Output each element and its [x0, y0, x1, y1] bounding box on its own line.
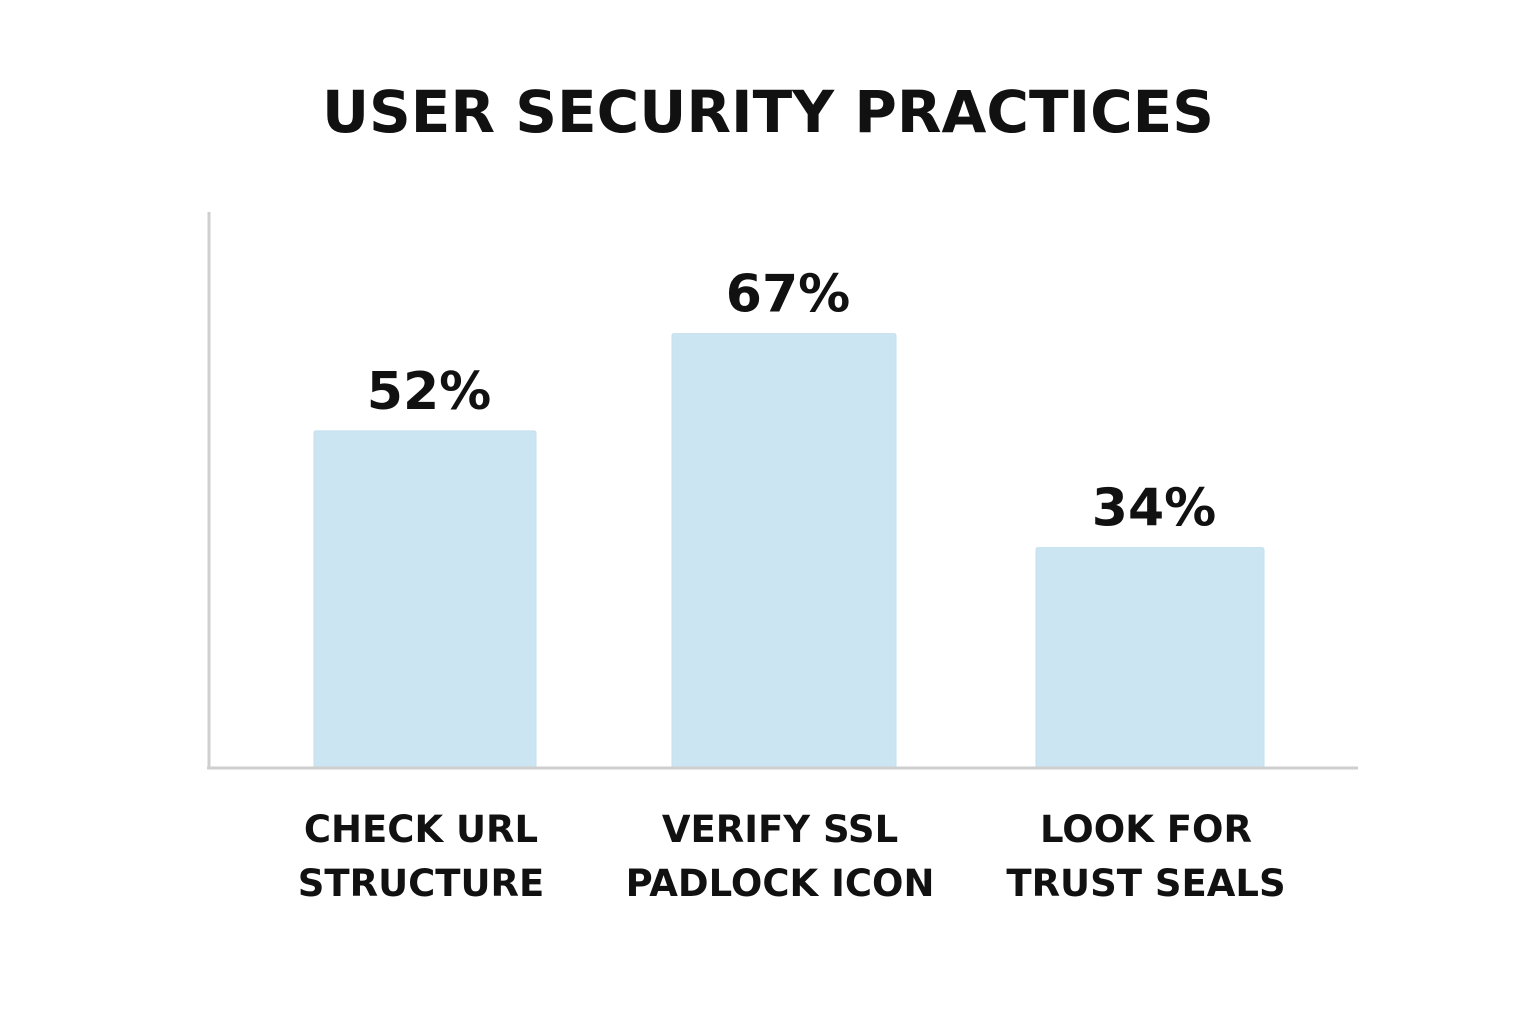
value-label-2: 67%	[726, 265, 850, 325]
value-label-1: 52%	[367, 362, 491, 422]
category-label-3-line-1: LOOK FOR	[1040, 808, 1252, 851]
labels-group: 52% CHECK URL STRUCTURE 67% VERIFY SSL PADLOC…	[298, 265, 1286, 905]
bars-group	[313, 333, 1265, 769]
category-label-3-line-2: TRUST SEALS	[1006, 862, 1285, 905]
bar-1	[313, 430, 537, 769]
bar-3	[1035, 547, 1265, 769]
chart-title: USER SECURITY PRACTICES	[322, 78, 1214, 146]
category-label-1-line-1: CHECK URL	[304, 808, 538, 851]
value-label-3: 34%	[1092, 479, 1216, 539]
category-label-1-line-2: STRUCTURE	[298, 862, 545, 905]
category-label-2-line-1: VERIFY SSL	[662, 808, 898, 851]
bar-2	[671, 333, 897, 769]
category-label-2-line-2: PADLOCK ICON	[626, 862, 935, 905]
